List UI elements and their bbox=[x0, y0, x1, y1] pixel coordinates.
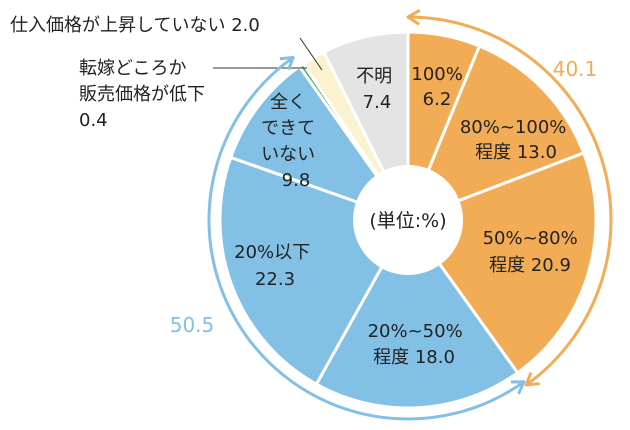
slice-20-below-value: 22.3 bbox=[255, 269, 295, 290]
callout-price-down-line2: 販売価格が低下 bbox=[79, 84, 205, 105]
slice-20-50-name: 20%~50% bbox=[368, 321, 463, 342]
bracket-blue-arc bbox=[207, 56, 525, 421]
center-label: (単位:%) bbox=[369, 210, 446, 232]
slice-50-80-name: 50%~80% bbox=[483, 228, 578, 249]
slice-label-20-50: 20%~50% 程度 18.0 bbox=[368, 321, 469, 368]
slice-20-below-name: 20%以下 bbox=[234, 242, 310, 263]
brackets-layer bbox=[207, 9, 613, 421]
slice-50-80-value: 程度 20.9 bbox=[489, 255, 571, 276]
donut-hole bbox=[353, 165, 463, 275]
slice-20-50-value: 程度 18.0 bbox=[373, 347, 455, 368]
slice-unknown-value: 7.4 bbox=[363, 92, 392, 113]
bracket-orange-arrowhead-0 bbox=[406, 9, 421, 26]
pie-slice-1 bbox=[405, 44, 586, 223]
slice-label-50-80: 50%~80% 程度 20.9 bbox=[483, 228, 584, 276]
group-value-blue: 50.5 bbox=[170, 313, 215, 337]
slice-label-none: 全く できて いない 9.8 bbox=[261, 92, 321, 191]
slice-none-line3: いない bbox=[261, 144, 315, 165]
slice-20-50-number: 18.0 bbox=[415, 347, 455, 368]
slice-80-100-value: 程度 13.0 bbox=[475, 142, 557, 163]
slice-label-20-below: 20%以下 22.3 bbox=[234, 242, 316, 290]
slice-unknown-name: 不明 bbox=[356, 66, 392, 87]
callout-line-no-price-rise bbox=[299, 37, 323, 71]
slice-label-100: 100% 6.2 bbox=[411, 64, 468, 110]
slice-none-line1: 全く bbox=[270, 92, 306, 113]
callout-price-down-value: 0.4 bbox=[79, 110, 108, 131]
bracket-orange-arc bbox=[407, 15, 613, 387]
slice-label-80-100: 80%~100% 程度 13.0 bbox=[460, 117, 572, 163]
slice-80-100-number: 13.0 bbox=[517, 142, 557, 163]
callout-no-price-rise-value: 2.0 bbox=[231, 15, 260, 36]
bracket-orange-arrowhead-1 bbox=[524, 372, 540, 387]
slice-100-value: 6.2 bbox=[423, 89, 452, 110]
slice-none-line2: できて bbox=[261, 118, 315, 139]
slice-50-80-number: 20.9 bbox=[531, 255, 571, 276]
callout-price-down: 転嫁どころか 販売価格が低下 0.4 bbox=[79, 58, 211, 131]
pie-slice-3 bbox=[314, 217, 520, 410]
group-value-orange: 40.1 bbox=[553, 57, 598, 81]
bracket-blue-arrowhead-0 bbox=[510, 380, 526, 395]
slice-none-value: 9.8 bbox=[282, 170, 311, 191]
pie-slice-5 bbox=[228, 64, 412, 223]
callout-no-price-rise-name: 仕入価格が上昇していない bbox=[10, 15, 225, 36]
slice-100-name: 100% bbox=[411, 64, 462, 85]
callout-price-down-line1: 転嫁どころか bbox=[79, 58, 186, 79]
slice-label-unknown: 不明 7.4 bbox=[356, 66, 398, 113]
callout-no-price-rise: 仕入価格が上昇していない 2.0 bbox=[10, 15, 260, 36]
slice-80-100-name: 80%~100% bbox=[460, 117, 567, 138]
bracket-blue-arrowhead-1 bbox=[279, 56, 295, 71]
